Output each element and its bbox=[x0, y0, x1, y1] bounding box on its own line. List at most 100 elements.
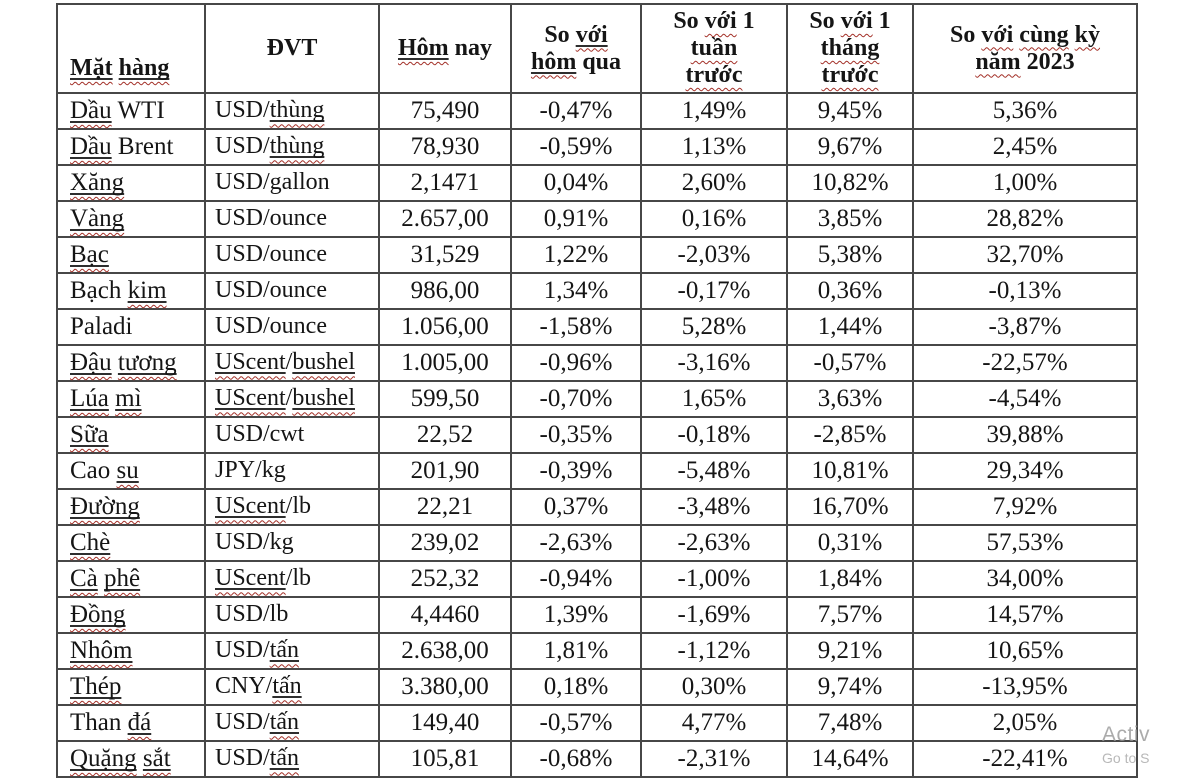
change-vs-yesterday-cell: -0,39% bbox=[510, 452, 642, 490]
change-vs-month-cell: 16,70% bbox=[786, 488, 914, 526]
unit-cell: USD/ounce bbox=[204, 236, 380, 274]
price-today-cell: 239,02 bbox=[378, 524, 512, 562]
price-today-cell: 3.380,00 bbox=[378, 668, 512, 706]
commodity-name-cell: Sữa bbox=[56, 416, 206, 454]
unit-cell: USD/thùng bbox=[204, 128, 380, 166]
commodity-name-cell: Dầu WTI bbox=[56, 92, 206, 130]
change-vs-month-cell: -0,57% bbox=[786, 344, 914, 382]
change-vs-week-cell: 4,77% bbox=[640, 704, 788, 742]
price-today-cell: 2.638,00 bbox=[378, 632, 512, 670]
price-today-cell: 75,490 bbox=[378, 92, 512, 130]
table-row: Sữa USD/cwt 22,52 -0,35% -0,18% -2,85% 39,88% bbox=[56, 416, 1138, 454]
header-vs-month: So với 1 tháng trước bbox=[786, 3, 914, 94]
price-today-cell: 252,32 bbox=[378, 560, 512, 598]
change-vs-2023-cell: 34,00% bbox=[912, 560, 1138, 598]
unit-cell: USD/thùng bbox=[204, 92, 380, 130]
change-vs-2023-cell: 32,70% bbox=[912, 236, 1138, 274]
change-vs-2023-cell: -4,54% bbox=[912, 380, 1138, 418]
change-vs-2023-cell: 1,00% bbox=[912, 164, 1138, 202]
commodity-name-cell: Đường bbox=[56, 488, 206, 526]
header-vs-week: So với 1 tuần trước bbox=[640, 3, 788, 94]
header-vs-yesterday: So với hôm qua bbox=[510, 3, 642, 94]
table-row: Bạc USD/ounce 31,529 1,22% -2,03% 5,38% 32,70% bbox=[56, 236, 1138, 274]
commodity-name-cell: Quặng sắt bbox=[56, 740, 206, 778]
change-vs-2023-cell: -22,57% bbox=[912, 344, 1138, 382]
change-vs-2023-cell: -13,95% bbox=[912, 668, 1138, 706]
change-vs-2023-cell: 29,34% bbox=[912, 452, 1138, 490]
price-today-cell: 4,4460 bbox=[378, 596, 512, 634]
table-row: Chè USD/kg 239,02 -2,63% -2,63% 0,31% 57,53% bbox=[56, 524, 1138, 562]
table-row: Xăng USD/gallon 2,1471 0,04% 2,60% 10,82% 1,00… bbox=[56, 164, 1138, 202]
change-vs-month-cell: 10,82% bbox=[786, 164, 914, 202]
change-vs-month-cell: 9,45% bbox=[786, 92, 914, 130]
change-vs-yesterday-cell: -0,68% bbox=[510, 740, 642, 778]
change-vs-yesterday-cell: 1,39% bbox=[510, 596, 642, 634]
unit-cell: USD/ounce bbox=[204, 200, 380, 238]
change-vs-week-cell: -2,31% bbox=[640, 740, 788, 778]
change-vs-2023-cell: 10,65% bbox=[912, 632, 1138, 670]
change-vs-week-cell: 5,28% bbox=[640, 308, 788, 346]
change-vs-month-cell: 1,44% bbox=[786, 308, 914, 346]
header-unit: ĐVT bbox=[204, 3, 380, 94]
change-vs-yesterday-cell: 0,37% bbox=[510, 488, 642, 526]
change-vs-yesterday-cell: 1,34% bbox=[510, 272, 642, 310]
change-vs-month-cell: 0,31% bbox=[786, 524, 914, 562]
change-vs-2023-cell: 57,53% bbox=[912, 524, 1138, 562]
change-vs-week-cell: 0,30% bbox=[640, 668, 788, 706]
table-row: Cao su JPY/kg 201,90 -0,39% -5,48% 10,81% 29,3… bbox=[56, 452, 1138, 490]
header-vs-2023: So với cùng kỳ năm 2023 bbox=[912, 3, 1138, 94]
table-row: Bạch kim USD/ounce 986,00 1,34% -0,17% 0,36% -… bbox=[56, 272, 1138, 310]
commodity-name-cell: Than đá bbox=[56, 704, 206, 742]
change-vs-yesterday-cell: 0,04% bbox=[510, 164, 642, 202]
price-today-cell: 2,1471 bbox=[378, 164, 512, 202]
unit-cell: USD/tấn bbox=[204, 704, 380, 742]
table-row: Quặng sắt USD/tấn 105,81 -0,68% -2,31% 14,64%… bbox=[56, 740, 1138, 778]
table-row: Vàng USD/ounce 2.657,00 0,91% 0,16% 3,85% 28,8… bbox=[56, 200, 1138, 238]
change-vs-month-cell: 9,67% bbox=[786, 128, 914, 166]
change-vs-month-cell: 3,85% bbox=[786, 200, 914, 238]
change-vs-week-cell: 1,49% bbox=[640, 92, 788, 130]
change-vs-yesterday-cell: -0,59% bbox=[510, 128, 642, 166]
commodity-name-cell: Paladi bbox=[56, 308, 206, 346]
unit-cell: UScent/bushel bbox=[204, 380, 380, 418]
table-row: Than đá USD/tấn 149,40 -0,57% 4,77% 7,48% 2,05… bbox=[56, 704, 1138, 742]
change-vs-yesterday-cell: -0,35% bbox=[510, 416, 642, 454]
table-row: Lúa mì UScent/bushel 599,50 -0,70% 1,65% 3,63… bbox=[56, 380, 1138, 418]
table-row: Dầu WTI USD/thùng 75,490 -0,47% 1,49% 9,45% 5,… bbox=[56, 92, 1138, 130]
change-vs-month-cell: 5,38% bbox=[786, 236, 914, 274]
change-vs-yesterday-cell: -2,63% bbox=[510, 524, 642, 562]
unit-cell: USD/kg bbox=[204, 524, 380, 562]
commodity-name-cell: Cà phê bbox=[56, 560, 206, 598]
change-vs-2023-cell: 2,45% bbox=[912, 128, 1138, 166]
change-vs-week-cell: -1,00% bbox=[640, 560, 788, 598]
change-vs-month-cell: 1,84% bbox=[786, 560, 914, 598]
change-vs-2023-cell: -3,87% bbox=[912, 308, 1138, 346]
change-vs-week-cell: -2,03% bbox=[640, 236, 788, 274]
price-today-cell: 105,81 bbox=[378, 740, 512, 778]
header-today: Hôm nay bbox=[378, 3, 512, 94]
change-vs-yesterday-cell: -0,57% bbox=[510, 704, 642, 742]
price-today-cell: 2.657,00 bbox=[378, 200, 512, 238]
unit-cell: USD/tấn bbox=[204, 632, 380, 670]
commodity-name-cell: Đồng bbox=[56, 596, 206, 634]
table-row: Nhôm USD/tấn 2.638,00 1,81% -1,12% 9,21% 10,65… bbox=[56, 632, 1138, 670]
change-vs-2023-cell: 14,57% bbox=[912, 596, 1138, 634]
change-vs-yesterday-cell: -0,70% bbox=[510, 380, 642, 418]
change-vs-yesterday-cell: -1,58% bbox=[510, 308, 642, 346]
commodity-name-cell: Vàng bbox=[56, 200, 206, 238]
change-vs-month-cell: 9,74% bbox=[786, 668, 914, 706]
price-today-cell: 1.056,00 bbox=[378, 308, 512, 346]
change-vs-2023-cell: -22,41% bbox=[912, 740, 1138, 778]
change-vs-week-cell: -3,48% bbox=[640, 488, 788, 526]
table-row: Dầu Brent USD/thùng 78,930 -0,59% 1,13% 9,67%… bbox=[56, 128, 1138, 166]
change-vs-month-cell: 7,48% bbox=[786, 704, 914, 742]
unit-cell: USD/cwt bbox=[204, 416, 380, 454]
commodity-name-cell: Chè bbox=[56, 524, 206, 562]
change-vs-yesterday-cell: 0,91% bbox=[510, 200, 642, 238]
price-today-cell: 31,529 bbox=[378, 236, 512, 274]
unit-cell: UScent/lb bbox=[204, 488, 380, 526]
change-vs-2023-cell: 39,88% bbox=[912, 416, 1138, 454]
change-vs-week-cell: -3,16% bbox=[640, 344, 788, 382]
commodity-name-cell: Đậu tương bbox=[56, 344, 206, 382]
